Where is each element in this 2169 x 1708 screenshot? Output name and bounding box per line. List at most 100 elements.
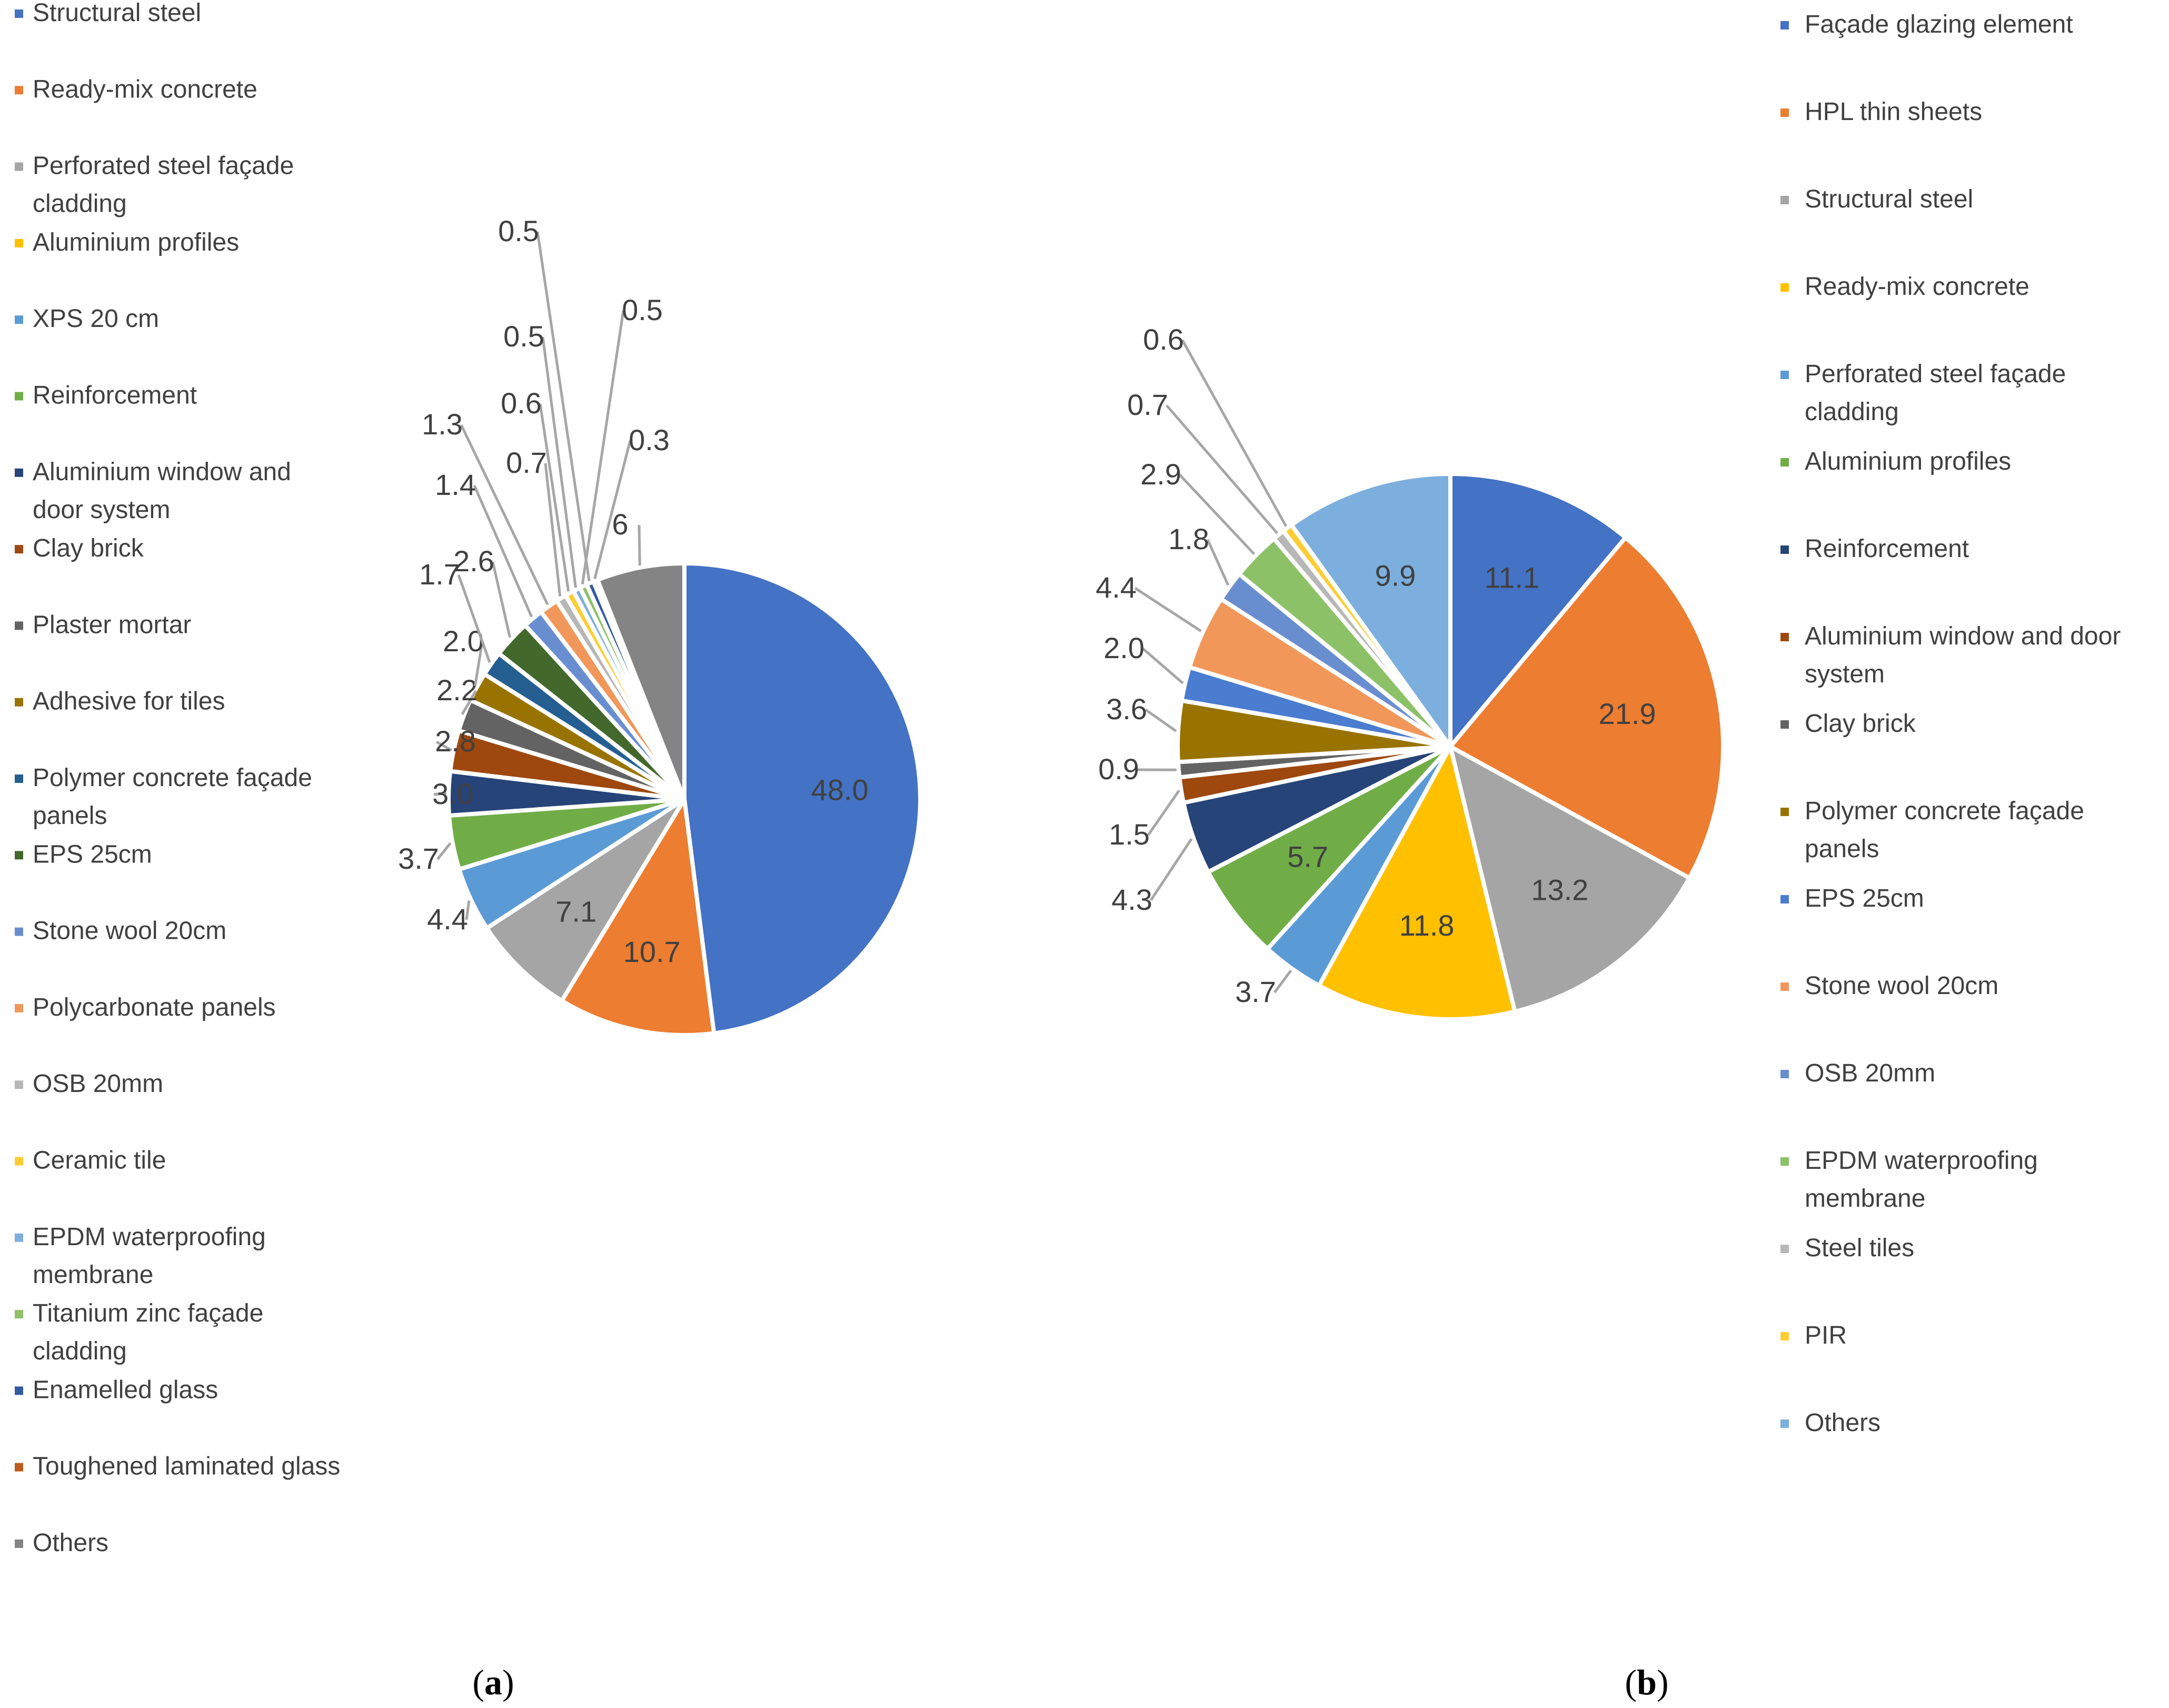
data-label-polycarbonate-panels: 1.3 [422, 408, 463, 441]
legend-label: panels [33, 802, 107, 830]
legend-item-ceramic-tile: Ceramic tile [15, 1147, 166, 1175]
legend-item-others: Others [1780, 1409, 1881, 1437]
data-label-reinforcement: 4.3 [1111, 883, 1152, 916]
data-label-epdm-waterproofing-membrane: 0.5 [503, 320, 544, 353]
data-label-osb-20mm: 0.7 [506, 446, 547, 479]
legend-label: OSB 20mm [1805, 1059, 1935, 1087]
legend-swatch [15, 1080, 23, 1089]
legend-swatch [15, 468, 23, 477]
legend-label: Reinforcement [1805, 535, 1969, 563]
legend-item-toughened-laminated-glass: Toughened laminated glass [15, 1453, 340, 1481]
legend-item-hpl-thin-sheets: HPL thin sheets [1780, 98, 1982, 126]
legend-item-perforated-steel-fa-ade-cladding: Perforated steel façade cladding [1780, 360, 2066, 426]
legend-item-titanium-zinc-fa-ade-cladding: Titanium zinc façade cladding [15, 1299, 263, 1365]
legend-swatch [1780, 808, 1789, 816]
pie-slice-others [595, 561, 686, 801]
pie-slice-structural-steel [682, 561, 923, 1036]
data-label-steel-tiles: 0.7 [1127, 388, 1168, 421]
legend-item-ready-mix-concrete: Ready-mix concrete [1780, 273, 2029, 301]
legend-swatch [15, 86, 23, 95]
legend-swatch [15, 1233, 23, 1242]
legend-item-clay-brick: Clay brick [15, 534, 144, 562]
legend-label: Ceramic tile [33, 1147, 166, 1175]
legend-swatch [15, 1004, 23, 1012]
data-label-polymer-concrete-fa-ade-panels: 1.7 [419, 558, 460, 591]
data-label-clay-brick: 0.9 [1098, 752, 1139, 786]
data-label-plaster-mortar: 2.2 [436, 673, 477, 707]
legend-swatch [1780, 21, 1789, 29]
legend-label: Enamelled glass [33, 1376, 218, 1404]
legend-item-perforated-steel-fa-ade-cladding: Perforated steel façade cladding [15, 152, 294, 218]
leader-line-reinforcement [1149, 838, 1193, 901]
legend-swatch [1780, 196, 1789, 204]
leader-line-adhesive-for-tiles [474, 641, 484, 687]
legend-item-adhesive-for-tiles: Adhesive for tiles [15, 688, 225, 716]
legend-label: HPL thin sheets [1805, 98, 1982, 126]
data-label-polymer-concrete-fa-ade-panels: 3.6 [1106, 692, 1147, 726]
data-label-aluminium-window-and-door-system: 1.5 [1109, 818, 1150, 851]
legend-item-osb-20mm: OSB 20mm [1780, 1059, 1935, 1087]
data-label-hpl-thin-sheets: 21.9 [1599, 697, 1656, 730]
pie-slice-fa-ade-glazing-element [1448, 472, 1628, 749]
legend-label: Perforated steel façade [1805, 360, 2066, 388]
data-label-aluminium-profiles: 5.7 [1287, 840, 1328, 873]
data-label-enamelled-glass: 0.5 [498, 214, 539, 247]
data-label-eps-25cm: 2.0 [1103, 631, 1145, 664]
legend-swatch [1780, 633, 1789, 641]
legend-swatch [15, 851, 23, 860]
legend-label: Plaster mortar [33, 611, 191, 639]
legend-label: Aluminium window and door [1805, 622, 2121, 650]
legend-label: system [1805, 660, 1885, 688]
leader-line-epdm-waterproofing-membrane [1179, 474, 1256, 555]
pie-slice-others [1289, 472, 1452, 749]
legend-label: Ready-mix concrete [1805, 273, 2029, 301]
leader-line-plaster-mortar [461, 690, 477, 716]
leader-line-titanium-zinc-fa-ade-cladding [581, 310, 625, 584]
leader-line-others [638, 524, 641, 566]
pie-slice-perforated-steel-fa-ade-cladding [484, 797, 686, 1003]
leader-line-stone-wool-20cm [1134, 587, 1202, 632]
legend-swatch [1780, 458, 1789, 466]
pie-chart-b: 11.1 21.9 13.2 11.8 3.7 5.7 4.3 1.5 0.9 3.6 2.0 4.4… [1096, 323, 1725, 1021]
legend-item-aluminium-profiles: Aluminium profiles [15, 229, 239, 256]
data-label-structural-steel: 48.0 [811, 773, 869, 806]
data-label-pir: 0.6 [1143, 323, 1184, 356]
leader-line-epdm-waterproofing-membrane [541, 336, 577, 588]
pie-slice-ready-mix-concrete [1317, 744, 1517, 1021]
legend-swatch [15, 1310, 23, 1319]
legend-swatch [1780, 108, 1789, 117]
data-label-clay-brick: 2.8 [435, 724, 476, 758]
data-label-osb-20mm: 1.8 [1168, 522, 1209, 555]
legend-item-fa-ade-glazing-element: Façade glazing element [1780, 11, 2073, 38]
legend-label: Toughened laminated glass [33, 1453, 340, 1481]
legend-label: cladding [33, 190, 127, 218]
legend-swatch [1780, 545, 1789, 554]
legend-item-epdm-waterproofing-membrane: EPDM waterproofing membrane [1780, 1147, 2038, 1213]
pie-chart-a: 48.010.77.14.43.73.02.82.22.01.72.61.41.… [398, 214, 923, 1037]
legend-label: Others [1805, 1409, 1881, 1437]
legend-item-pir: PIR [1780, 1322, 1847, 1349]
leader-line-reinforcement [436, 842, 452, 860]
legend-label: door system [33, 496, 170, 524]
data-label-ceramic-tile: 0.6 [501, 386, 542, 420]
panel-label-a: (a) [472, 1662, 514, 1702]
legend-label: Stone wool 20cm [1805, 972, 1998, 1000]
legend-swatch [1780, 1419, 1789, 1428]
data-label-titanium-zinc-fa-ade-cladding: 0.5 [622, 293, 663, 326]
legend-label: Stone wool 20cm [33, 917, 226, 945]
legend-swatch [15, 239, 23, 247]
legend-swatch [15, 1540, 23, 1548]
leader-line-pir [1181, 339, 1288, 527]
data-label-others: 6 [612, 508, 628, 541]
pie-slice-structural-steel [1448, 744, 1692, 1014]
leader-line-polymer-concrete-fa-ade-panels [457, 574, 491, 663]
leader-line-osb-20mm [1206, 539, 1229, 586]
legend-item-eps-25cm: EPS 25cm [15, 840, 152, 868]
legend-swatch [15, 162, 23, 171]
legend-label: membrane [1805, 1185, 1925, 1213]
legend-item-plaster-mortar: Plaster mortar [15, 611, 191, 639]
legend-swatch [15, 1157, 23, 1166]
data-label-stone-wool-20cm: 1.4 [435, 468, 476, 501]
data-label-ready-mix-concrete: 10.7 [623, 935, 681, 968]
legend-item-polymer-concrete-fa-ade-panels: Polymer concrete façade panels [1780, 797, 2084, 863]
